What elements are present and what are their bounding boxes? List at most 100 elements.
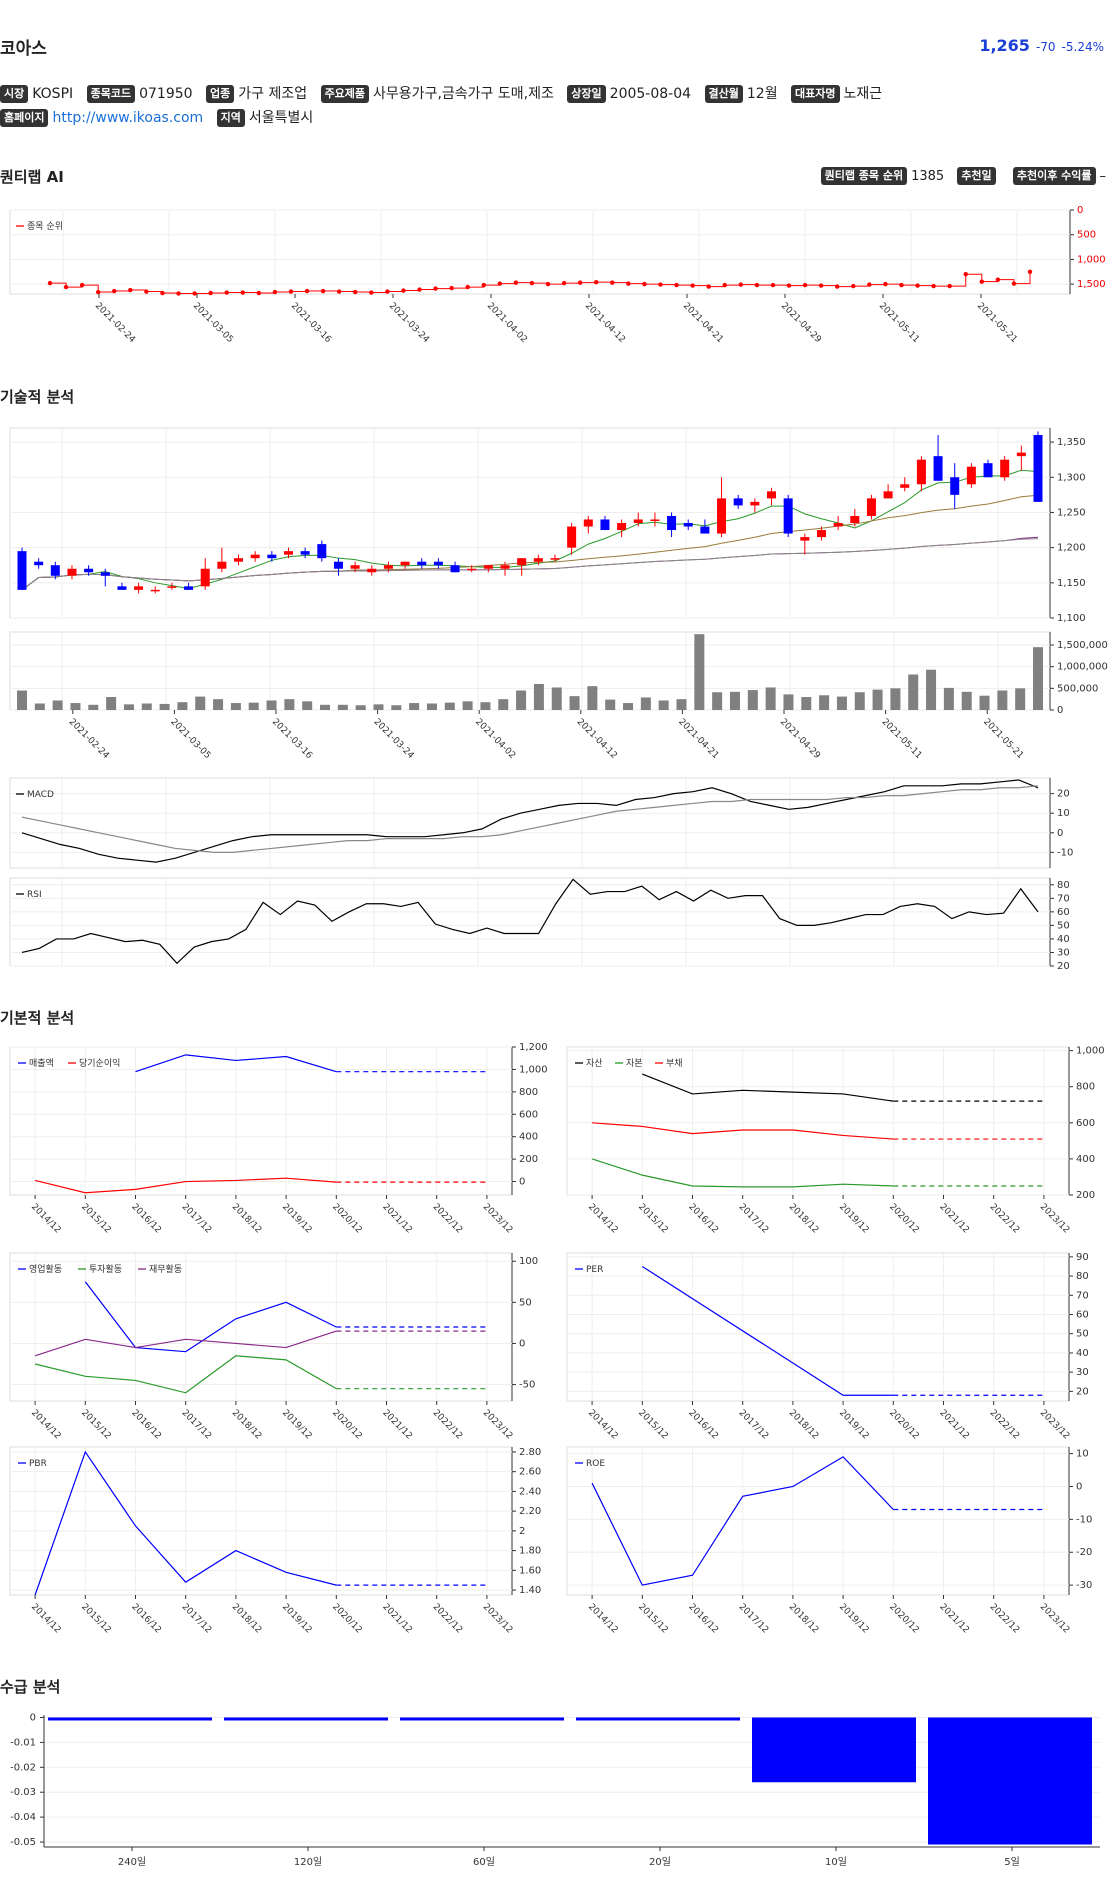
rank-value: 1385 bbox=[911, 169, 945, 184]
candle-body bbox=[317, 544, 327, 559]
pbr-chart-xtick-label: 2017/12 bbox=[180, 1602, 214, 1636]
pbr-chart-ytick-label: 2.60 bbox=[519, 1467, 541, 1478]
info-row-1: 시장 KOSPI 종목코드 071950 업종 가구 제조업 주요제품 사무용가구,금속… bbox=[0, 84, 891, 104]
company-name: 코아스 bbox=[0, 39, 47, 59]
volume-bar bbox=[106, 697, 117, 710]
sales-chart-ytick-label: 800 bbox=[519, 1087, 538, 1098]
quantilab-summary: 퀀티랩 종목 순위 1385 추천일 추천이후 수익률 – bbox=[820, 167, 1106, 185]
candle-body bbox=[1000, 459, 1010, 478]
pbr-chart-ytick-label: 1.40 bbox=[519, 1585, 541, 1596]
roe-chart-xtick-label: 2015/12 bbox=[636, 1602, 670, 1636]
balance-chart-legend-label: 자본 bbox=[626, 1058, 643, 1069]
volume-bar bbox=[747, 690, 758, 710]
sales-chart-ytick-label: 400 bbox=[519, 1132, 538, 1143]
volume-bar bbox=[551, 687, 562, 710]
macd-chart-ytick-label: 10 bbox=[1057, 808, 1070, 819]
pbr-chart-xtick-label: 2016/12 bbox=[129, 1602, 163, 1636]
rank-point bbox=[176, 291, 181, 296]
rank-point bbox=[256, 290, 262, 296]
candle-body bbox=[417, 561, 427, 566]
roe-chart-legend-label: ROE bbox=[586, 1459, 605, 1469]
volume-bar bbox=[943, 687, 954, 710]
per-chart-xtick-label: 2023/12 bbox=[1038, 1408, 1072, 1442]
sales-chart-xtick-label: 2015/12 bbox=[79, 1202, 113, 1236]
volume-bar bbox=[123, 704, 134, 710]
supply-ytick-label: 0 bbox=[30, 1712, 36, 1723]
pbr-chart-ytick-label: 1.80 bbox=[519, 1546, 541, 1557]
pbr-chart-line bbox=[34, 1450, 337, 1596]
volume-bar bbox=[783, 694, 794, 710]
cashflow-chart-line bbox=[34, 1355, 337, 1394]
per-chart-xtick-label: 2022/12 bbox=[988, 1408, 1022, 1442]
rec-date-tag: 추천일 bbox=[957, 167, 996, 185]
volume-bar bbox=[498, 699, 509, 710]
rank-point bbox=[449, 285, 454, 291]
fiscal-value: 12월 bbox=[746, 86, 778, 102]
supply-xtick-label: 10일 bbox=[825, 1856, 847, 1868]
balance-chart-line bbox=[592, 1122, 894, 1140]
current-price: 1,265 bbox=[979, 36, 1030, 55]
candle-body bbox=[600, 519, 610, 531]
homepage-link[interactable]: http://www.ikoas.com bbox=[52, 110, 204, 126]
roe-chart-xtick-label: 2022/12 bbox=[988, 1602, 1022, 1636]
rank-point bbox=[883, 281, 888, 287]
pbr-chart-xtick-label: 2020/12 bbox=[330, 1602, 364, 1636]
pbr-chart-xtick-label: 2021/12 bbox=[380, 1602, 414, 1636]
rank-point bbox=[353, 289, 358, 295]
volume-chart-xtick-label: 2021-05-21 bbox=[981, 717, 1025, 761]
rank-point bbox=[818, 283, 824, 288]
cashflow-chart-xtick-label: 2021/12 bbox=[380, 1408, 414, 1442]
rank-chart-legend-label: 종목 순위 bbox=[27, 221, 63, 232]
candle-chart-ytick-label: 1,150 bbox=[1057, 578, 1086, 589]
per-chart-xtick-label: 2014/12 bbox=[586, 1408, 620, 1442]
sales-chart-ytick-label: 200 bbox=[519, 1154, 538, 1165]
supply-xtick-label: 60일 bbox=[473, 1856, 495, 1868]
candle-body bbox=[850, 515, 860, 523]
rank-point bbox=[369, 290, 374, 295]
balance-chart-xtick-label: 2022/12 bbox=[988, 1202, 1022, 1236]
candle-body bbox=[517, 558, 527, 566]
balance-chart-line bbox=[642, 1073, 894, 1102]
sales-chart-ytick-label: 600 bbox=[519, 1109, 538, 1120]
rsi-chart-ytick-label: 20 bbox=[1057, 961, 1070, 972]
balance-chart-xtick-label: 2023/12 bbox=[1038, 1202, 1072, 1236]
homepage-tag: 홈페이지 bbox=[0, 109, 49, 127]
balance-chart-line bbox=[591, 1158, 894, 1188]
volume-bar bbox=[640, 697, 651, 710]
cashflow-chart-legend-label: 투자활동 bbox=[89, 1263, 122, 1275]
candle-body bbox=[800, 537, 810, 541]
volume-bar bbox=[694, 634, 705, 710]
ma-line bbox=[21, 536, 1039, 591]
rank-point bbox=[931, 283, 936, 289]
cashflow-chart-xtick-label: 2015/12 bbox=[79, 1408, 113, 1442]
return-tag: 추천이후 수익률 bbox=[1012, 167, 1096, 185]
rank-point bbox=[963, 272, 968, 277]
supply-bar bbox=[752, 1717, 916, 1783]
rank-tag: 퀀티랩 종목 순위 bbox=[820, 167, 908, 185]
roe-chart-ytick-label: -10 bbox=[1076, 1514, 1092, 1525]
volume-bar bbox=[676, 699, 687, 710]
rsi-chart-ytick-label: 30 bbox=[1057, 947, 1070, 958]
volume-bar bbox=[605, 699, 616, 710]
candle-body bbox=[900, 484, 910, 488]
supply-ytick-label: -0.05 bbox=[10, 1837, 36, 1848]
cashflow-chart-xtick-label: 2022/12 bbox=[431, 1408, 465, 1442]
cashflow-chart-xtick-label: 2019/12 bbox=[280, 1408, 314, 1442]
rank-chart-ytick-label: 1,000 bbox=[1077, 254, 1106, 265]
balance-chart-xtick-label: 2021/12 bbox=[937, 1202, 971, 1236]
sales-chart-xtick-label: 2021/12 bbox=[380, 1202, 414, 1236]
volume-bar bbox=[70, 703, 81, 710]
rank-line bbox=[50, 271, 1031, 295]
rank-point bbox=[47, 280, 53, 286]
volume-bar bbox=[569, 696, 580, 710]
market-tag: 시장 bbox=[0, 85, 29, 103]
supply-ytick-label: -0.04 bbox=[10, 1812, 36, 1823]
listed-value: 2005-08-04 bbox=[609, 86, 692, 102]
rank-point bbox=[497, 281, 503, 286]
volume-bar bbox=[1033, 647, 1043, 710]
rsi-chart-line bbox=[21, 878, 1039, 965]
cashflow-chart-legend-label: 영업활동 bbox=[29, 1263, 62, 1275]
rank-point bbox=[208, 290, 213, 296]
rank-chart-xtick-label: 2021-05-21 bbox=[975, 301, 1019, 345]
balance-chart-ytick-label: 1,000 bbox=[1076, 1046, 1105, 1057]
